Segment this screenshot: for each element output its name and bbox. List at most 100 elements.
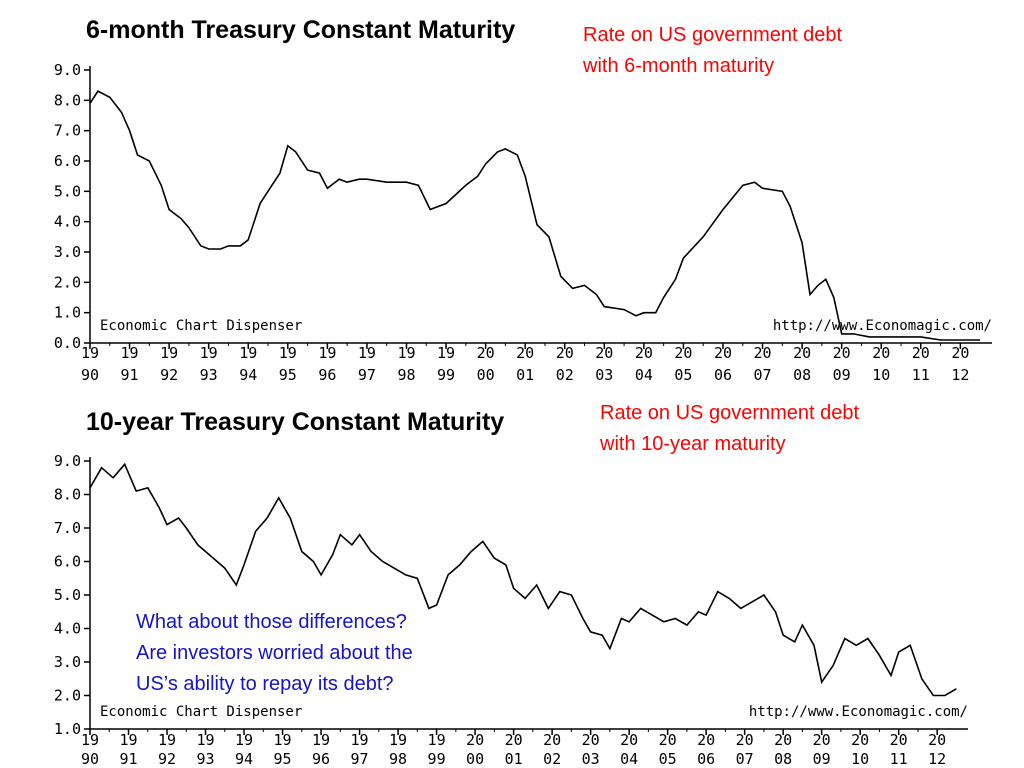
x-tick-label-year: 90 bbox=[81, 366, 99, 384]
x-tick-label-century: 19 bbox=[239, 344, 257, 362]
x-tick-label-century: 19 bbox=[119, 731, 137, 749]
annotation-line: Are investors worried about the bbox=[136, 642, 413, 664]
x-tick-label-century: 19 bbox=[351, 731, 369, 749]
chart-title-6-month: 6-month Treasury Constant Maturity bbox=[86, 16, 515, 44]
x-tick-label-century: 19 bbox=[81, 344, 99, 362]
x-tick-label-year: 99 bbox=[437, 366, 455, 384]
x-tick-label-year: 95 bbox=[274, 750, 292, 768]
x-tick-label-century: 20 bbox=[543, 731, 561, 749]
x-tick-label-century: 20 bbox=[736, 731, 754, 749]
x-tick-label-year: 07 bbox=[736, 750, 754, 768]
x-tick-label-century: 19 bbox=[196, 731, 214, 749]
watermark-left-10-year: Economic Chart Dispenser bbox=[100, 704, 302, 720]
x-tick-label-century: 20 bbox=[928, 731, 946, 749]
x-tick-label-century: 20 bbox=[582, 731, 600, 749]
x-tick-label-year: 99 bbox=[428, 750, 446, 768]
chart-title-10-year: 10-year Treasury Constant Maturity bbox=[86, 408, 504, 436]
x-tick-label-century: 20 bbox=[912, 344, 930, 362]
x-tick-label-year: 02 bbox=[556, 366, 574, 384]
x-tick-label-year: 05 bbox=[674, 366, 692, 384]
x-tick-label-century: 19 bbox=[158, 731, 176, 749]
watermark-right-6-month: http://www.Economagic.com/ bbox=[773, 318, 992, 334]
x-tick-label-century: 20 bbox=[951, 344, 969, 362]
x-tick-label-year: 90 bbox=[81, 750, 99, 768]
x-tick-label-year: 05 bbox=[659, 750, 677, 768]
x-tick-label-year: 12 bbox=[951, 366, 969, 384]
x-tick-label-year: 94 bbox=[235, 750, 253, 768]
x-axis-6-month: 19 90 19 91 19 92 19 93 19 94 19 95 19 96 19 97 19 98 19 99… bbox=[81, 342, 992, 384]
x-tick-label-century: 20 bbox=[833, 344, 851, 362]
x-tick-label-century: 19 bbox=[279, 344, 297, 362]
annotation-line: Rate on US government debt bbox=[583, 24, 843, 46]
x-tick-label-year: 91 bbox=[119, 750, 137, 768]
x-tick-label-century: 19 bbox=[428, 731, 446, 749]
annotation-6-month: Rate on US government debt with 6-month … bbox=[583, 20, 842, 82]
chart-6-month: 6-month Treasury Constant Maturity 0.0 1.… bbox=[54, 16, 992, 384]
x-tick-label-year: 96 bbox=[318, 366, 336, 384]
annotation-10-year: Rate on US government debt with 10-year … bbox=[600, 398, 859, 460]
x-tick-label-century: 19 bbox=[358, 344, 376, 362]
x-tick-label-year: 10 bbox=[851, 750, 869, 768]
y-axis-10-year: 1.0 2.0 3.0 4.0 5.0 6.0 7.0 8.0 9.0 bbox=[54, 452, 91, 738]
y-tick-label: 8.0 bbox=[54, 486, 81, 504]
x-tick-label-century: 20 bbox=[851, 731, 869, 749]
x-tick-label-century: 19 bbox=[200, 344, 218, 362]
x-tick-label-century: 20 bbox=[754, 344, 772, 362]
x-tick-label-century: 20 bbox=[774, 731, 792, 749]
x-tick-label-year: 91 bbox=[121, 366, 139, 384]
x-tick-label-century: 19 bbox=[274, 731, 292, 749]
x-tick-label-century: 20 bbox=[595, 344, 613, 362]
x-tick-label-year: 04 bbox=[620, 750, 638, 768]
y-tick-label: 4.0 bbox=[54, 620, 81, 638]
annotation-line: What about those differences? bbox=[136, 611, 407, 633]
x-tick-label-century: 20 bbox=[505, 731, 523, 749]
y-tick-label: 7.0 bbox=[54, 519, 81, 537]
x-tick-label-century: 19 bbox=[312, 731, 330, 749]
y-tick-label: 2.0 bbox=[54, 273, 81, 291]
watermark-right-10-year: http://www.Economagic.com/ bbox=[749, 704, 968, 720]
series-line-6-month bbox=[89, 90, 981, 341]
x-tick-label-century: 20 bbox=[890, 731, 908, 749]
x-tick-label-century: 20 bbox=[714, 344, 732, 362]
x-tick-label-century: 20 bbox=[813, 731, 831, 749]
x-tick-label-century: 19 bbox=[121, 344, 139, 362]
x-tick-label-century: 20 bbox=[466, 731, 484, 749]
annotation-line: with 10-year maturity bbox=[600, 433, 786, 455]
annotation-line: US’s ability to repay its debt? bbox=[136, 673, 394, 695]
x-tick-label-century: 20 bbox=[516, 344, 534, 362]
x-tick-label-century: 20 bbox=[872, 344, 890, 362]
x-axis-10-year: 1990199119921993199419951996199719981999… bbox=[81, 728, 968, 768]
x-tick-label-year: 01 bbox=[516, 366, 534, 384]
y-tick-label: 5.0 bbox=[54, 586, 81, 604]
y-tick-label: 9.0 bbox=[54, 61, 81, 79]
x-tick-label-century: 19 bbox=[235, 731, 253, 749]
x-tick-label-year: 09 bbox=[833, 366, 851, 384]
y-tick-label: 0.0 bbox=[54, 334, 81, 352]
x-tick-label-year: 98 bbox=[397, 366, 415, 384]
y-tick-label: 5.0 bbox=[54, 182, 81, 200]
x-tick-label-year: 92 bbox=[158, 750, 176, 768]
x-tick-label-year: 00 bbox=[477, 366, 495, 384]
y-tick-label: 6.0 bbox=[54, 553, 81, 571]
y-tick-label: 7.0 bbox=[54, 122, 81, 140]
x-tick-label-year: 97 bbox=[358, 366, 376, 384]
x-tick-label-century: 19 bbox=[389, 731, 407, 749]
chart-10-year: 10-year Treasury Constant Maturity 1.0 2.… bbox=[54, 408, 968, 768]
x-tick-label-year: 01 bbox=[505, 750, 523, 768]
x-tick-label-year: 97 bbox=[351, 750, 369, 768]
y-tick-label: 1.0 bbox=[54, 720, 81, 738]
annotation-question: What about those differences? Are invest… bbox=[136, 607, 413, 700]
x-tick-label-year: 96 bbox=[312, 750, 330, 768]
x-tick-label-century: 19 bbox=[397, 344, 415, 362]
x-tick-label-year: 06 bbox=[697, 750, 715, 768]
x-tick-label-century: 20 bbox=[620, 731, 638, 749]
x-tick-label-year: 94 bbox=[239, 366, 257, 384]
y-axis-6-month: 0.0 1.0 2.0 3.0 4.0 5.0 6.0 7.0 8.0 9.0 bbox=[54, 61, 91, 352]
x-tick-label-year: 04 bbox=[635, 366, 653, 384]
x-tick-label-year: 03 bbox=[582, 750, 600, 768]
y-tick-label: 3.0 bbox=[54, 653, 81, 671]
y-tick-label: 3.0 bbox=[54, 243, 81, 261]
x-tick-label-year: 02 bbox=[543, 750, 561, 768]
x-tick-label-century: 20 bbox=[793, 344, 811, 362]
x-tick-label-century: 19 bbox=[437, 344, 455, 362]
